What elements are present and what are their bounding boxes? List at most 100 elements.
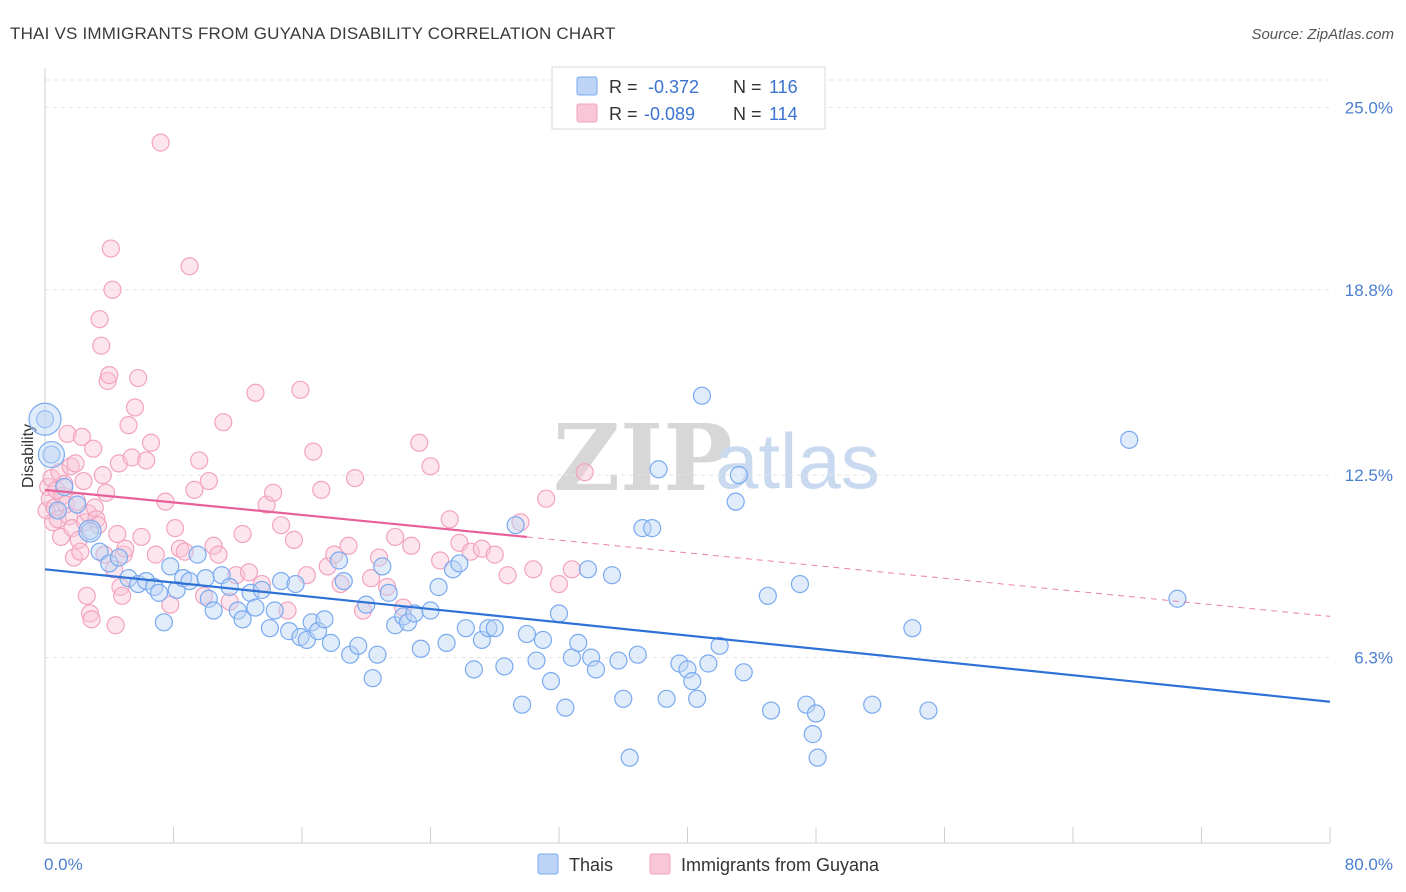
data-point	[265, 601, 284, 620]
legend-n-label-guyana: N =	[733, 104, 762, 124]
chart-title: THAI VS IMMIGRANTS FROM GUYANA DISABILIT…	[10, 24, 616, 43]
series-thais	[28, 386, 1187, 767]
data-point	[104, 560, 124, 579]
data-point	[199, 471, 218, 491]
bottom-legend-label-guyana: Immigrants from Guyana	[681, 855, 880, 875]
data-point	[167, 580, 186, 600]
legend-r-value-guyana: -0.089	[644, 104, 695, 124]
data-point	[586, 660, 606, 679]
legend-n-value-thais: 116	[769, 77, 798, 97]
data-point	[537, 489, 556, 508]
data-point	[472, 630, 491, 650]
data-point	[373, 557, 392, 576]
data-point	[394, 607, 413, 626]
data-point	[308, 622, 328, 641]
data-point	[185, 480, 204, 499]
data-point	[82, 610, 101, 629]
data-point	[450, 554, 469, 573]
data-point	[170, 539, 190, 558]
data-point	[129, 368, 148, 388]
data-point	[61, 457, 80, 476]
y-tick-label: 6.3%	[1354, 649, 1393, 668]
data-point	[209, 545, 228, 564]
bottom-legend-label-thais: Thais	[569, 855, 613, 875]
legend-r-label-guyana: R =	[609, 104, 638, 124]
data-point-large	[37, 440, 66, 469]
data-point	[345, 468, 365, 488]
data-point	[257, 495, 276, 514]
data-point	[803, 725, 822, 744]
data-point	[683, 672, 702, 691]
data-point	[68, 495, 87, 514]
data-point	[386, 527, 405, 547]
data-point	[228, 601, 247, 620]
data-point	[485, 545, 504, 564]
data-point	[137, 451, 156, 470]
data-point	[479, 619, 498, 638]
data-point	[72, 427, 92, 447]
data-point	[84, 439, 103, 458]
data-point	[180, 257, 199, 276]
data-point	[633, 519, 652, 538]
data-point	[214, 413, 233, 432]
data-point	[321, 633, 341, 652]
axes	[44, 68, 1331, 844]
data-point	[233, 524, 252, 544]
data-point	[166, 519, 185, 538]
data-point	[339, 536, 358, 555]
x-tick-label-max: 80.0%	[1345, 855, 1393, 874]
data-point	[329, 551, 349, 570]
data-point	[363, 669, 382, 688]
data-point	[196, 569, 215, 588]
data-point	[100, 366, 119, 385]
data-point	[582, 648, 601, 667]
data-point	[119, 416, 138, 435]
data-point	[575, 463, 594, 482]
data-point	[461, 542, 480, 561]
data-point	[74, 471, 93, 491]
data-point	[368, 645, 387, 664]
bottom-legend-swatch-thais	[537, 853, 559, 875]
data-point	[315, 610, 334, 629]
data-point	[379, 583, 398, 602]
data-point	[402, 536, 421, 555]
trend-line-guyana-extrapolated	[526, 536, 1331, 617]
data-point	[620, 748, 639, 767]
legend-n-label-thais: N =	[733, 77, 762, 97]
data-point	[649, 460, 668, 479]
data-point	[806, 704, 826, 723]
data-point	[48, 501, 67, 520]
data-point	[919, 701, 938, 720]
data-point	[1168, 589, 1187, 608]
data-point	[246, 383, 265, 402]
data-point	[863, 695, 882, 714]
watermark-atlas: atlas	[715, 417, 880, 505]
data-point	[80, 521, 100, 541]
y-tick-label: 18.8%	[1345, 281, 1393, 300]
data-point	[609, 651, 628, 670]
data-point	[194, 586, 214, 605]
data-point	[151, 133, 170, 152]
data-point	[100, 554, 119, 573]
data-point	[241, 583, 260, 602]
data-point	[361, 569, 381, 588]
data-point	[614, 689, 633, 708]
data-point	[517, 624, 536, 644]
data-point	[726, 492, 745, 511]
data-point	[122, 448, 141, 467]
data-point	[42, 445, 61, 464]
y-tick-labels: 25.0% 18.8% 12.5% 6.3%	[1345, 98, 1393, 667]
y-tick-label: 12.5%	[1345, 466, 1393, 485]
legend-swatch-guyana	[576, 103, 598, 123]
data-point	[149, 583, 169, 602]
data-point	[272, 516, 291, 535]
data-point	[106, 616, 125, 635]
data-point	[263, 483, 283, 502]
data-point	[692, 386, 712, 405]
data-point	[527, 651, 546, 670]
data-point	[304, 442, 323, 461]
data-point	[109, 548, 128, 567]
data-point	[556, 698, 575, 717]
series-immigrants-from-guyana	[37, 133, 594, 635]
